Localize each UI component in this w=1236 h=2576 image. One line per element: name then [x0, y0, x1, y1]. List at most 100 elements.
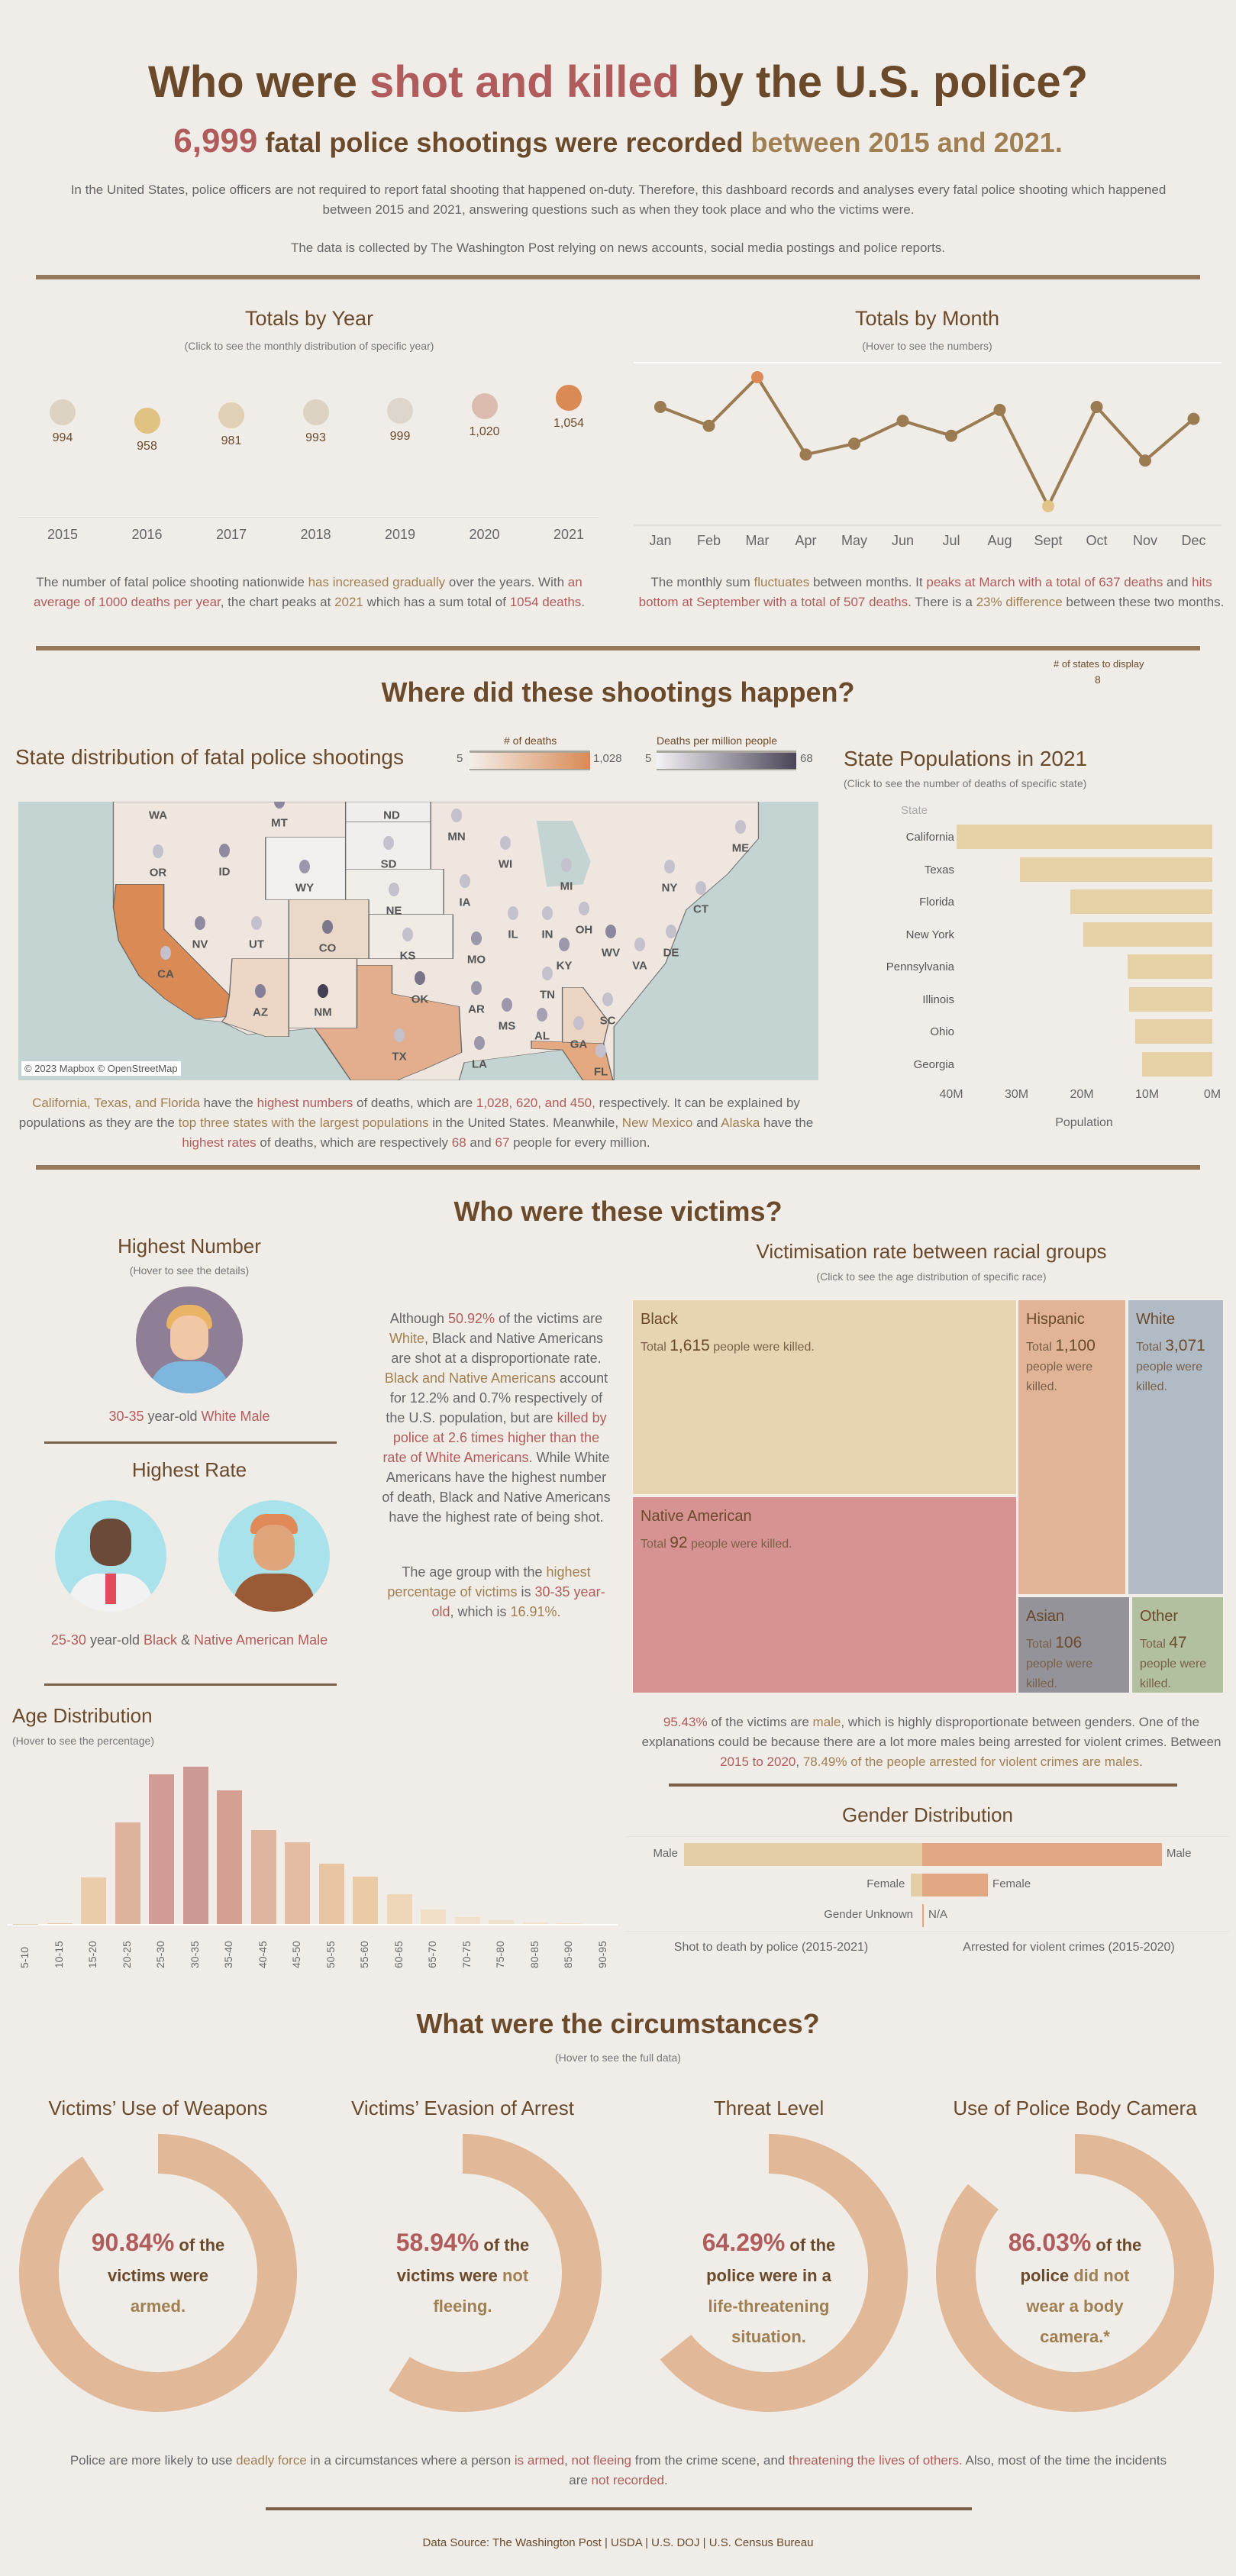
state-rate-dot[interactable] — [471, 931, 482, 945]
avatar-native-american-male[interactable] — [218, 1500, 330, 1612]
gender-bar-shot[interactable] — [911, 1874, 922, 1896]
year-label[interactable]: 2017 — [215, 527, 247, 542]
donut-chart[interactable] — [324, 2134, 602, 2412]
year-label[interactable]: 2015 — [47, 527, 79, 542]
month-point[interactable] — [654, 401, 666, 413]
avatar-black-male[interactable] — [55, 1500, 166, 1612]
state-rate-dot[interactable] — [595, 1044, 606, 1057]
state-rate-dot[interactable] — [502, 998, 512, 1012]
age-bar[interactable] — [182, 1767, 208, 1924]
state-rate-dot[interactable] — [460, 874, 470, 888]
state-ca[interactable] — [112, 884, 231, 1020]
donut-chart[interactable] — [19, 2134, 297, 2412]
donut-chart[interactable] — [630, 2134, 908, 2412]
pop-bar[interactable] — [1129, 986, 1212, 1012]
state-rate-dot[interactable] — [537, 1008, 547, 1022]
age-bar[interactable] — [149, 1774, 174, 1924]
state-ga[interactable] — [561, 987, 610, 1044]
pop-bar[interactable] — [956, 825, 1212, 849]
donut-arc[interactable] — [19, 2134, 297, 2412]
age-bar[interactable] — [81, 1877, 106, 1924]
states-display-value[interactable]: 8 — [1095, 673, 1101, 686]
year-label[interactable]: 2020 — [469, 527, 500, 542]
month-point[interactable] — [751, 371, 763, 383]
month-point[interactable] — [1042, 500, 1054, 512]
state-rate-dot[interactable] — [402, 928, 413, 941]
age-bar-chart[interactable]: 5-10 10-15 15-20 20-25 25-30 30-35 35-40 40-45 4… — [8, 1756, 618, 1970]
donut-arc[interactable] — [660, 2134, 908, 2412]
state-rate-dot[interactable] — [573, 1016, 584, 1030]
pop-bar[interactable] — [1070, 889, 1212, 914]
pop-state-label[interactable]: Georgia — [913, 1057, 954, 1071]
pop-bar-chart[interactable]: California Texas Florida New York Pennsylvan… — [832, 825, 1229, 1130]
pop-state-label[interactable]: Ohio — [930, 1025, 954, 1038]
month-point[interactable] — [896, 415, 909, 428]
pop-state-label[interactable]: Pennsylvania — [886, 960, 954, 973]
state-rate-dot[interactable] — [508, 906, 518, 920]
month-point[interactable] — [1139, 454, 1151, 467]
age-bar[interactable] — [557, 1923, 582, 1924]
avatar-white-male[interactable] — [136, 1286, 243, 1393]
month-point[interactable] — [993, 403, 1006, 416]
month-point[interactable] — [848, 437, 860, 450]
state-rate-dot[interactable] — [471, 981, 482, 995]
age-bar[interactable] — [489, 1920, 514, 1924]
month-point[interactable] — [1187, 412, 1200, 425]
state-rate-dot[interactable] — [500, 836, 511, 850]
pop-state-label[interactable]: Texas — [924, 863, 954, 876]
state-rate-dot[interactable] — [160, 946, 171, 960]
age-bar[interactable] — [250, 1829, 276, 1924]
pop-state-label[interactable]: Illinois — [922, 993, 954, 1006]
donut-arc[interactable] — [389, 2134, 602, 2412]
age-bar[interactable] — [421, 1909, 446, 1924]
race-tile-hispanic[interactable]: Hispanic Total 1,100 people were killed. — [1018, 1299, 1126, 1595]
map-attribution[interactable]: © 2023 Mapbox © OpenStreetMap — [21, 1061, 181, 1076]
pop-state-label[interactable]: New York — [905, 928, 954, 941]
state-rate-dot[interactable] — [664, 860, 675, 873]
state-rate-dot[interactable] — [383, 836, 394, 850]
gender-bar-arrested[interactable] — [922, 1904, 924, 1927]
age-bar[interactable] — [522, 1922, 548, 1924]
age-bar[interactable] — [115, 1822, 140, 1924]
state-rate-dot[interactable] — [322, 920, 333, 934]
state-rate-dot[interactable] — [451, 809, 462, 822]
state-rate-dot[interactable] — [318, 984, 328, 998]
state-tx[interactable] — [314, 965, 463, 1080]
pop-bar[interactable] — [1127, 954, 1212, 979]
donut-arc[interactable] — [936, 2134, 1214, 2412]
pop-bar[interactable] — [1135, 1019, 1212, 1044]
age-bar[interactable] — [47, 1923, 73, 1924]
pop-state-label[interactable]: California — [905, 831, 954, 844]
month-point[interactable] — [702, 419, 715, 432]
year-label[interactable]: 2018 — [300, 527, 331, 542]
year-label[interactable]: 2016 — [131, 527, 163, 542]
state-rate-dot[interactable] — [219, 844, 230, 857]
state-rate-dot[interactable] — [153, 844, 163, 858]
year-circle[interactable] — [556, 385, 582, 411]
state-az[interactable] — [221, 958, 289, 1037]
age-bar[interactable] — [353, 1876, 378, 1924]
state-rate-dot[interactable] — [299, 860, 310, 873]
year-circle[interactable] — [134, 408, 160, 434]
race-tile-white[interactable]: White Total 3,071 people were killed. — [1128, 1299, 1224, 1595]
age-bar[interactable] — [285, 1842, 310, 1924]
year-circle[interactable] — [218, 402, 244, 428]
gender-bar-chart[interactable]: Male Male Female Female Gender Unknown N/A — [626, 1836, 1229, 1932]
year-circle[interactable] — [302, 399, 329, 426]
donut-chart[interactable] — [936, 2134, 1214, 2412]
state-rate-dot[interactable] — [274, 802, 285, 809]
month-point[interactable] — [799, 448, 812, 461]
state-rate-dot[interactable] — [251, 916, 262, 930]
race-tile-asian[interactable]: Asian Total 106 people were killed. — [1018, 1596, 1130, 1693]
race-tile-other[interactable]: Other Total 47 people were killed. — [1131, 1596, 1224, 1693]
month-point[interactable] — [1090, 401, 1103, 413]
state-rate-dot[interactable] — [542, 906, 553, 920]
pop-bar[interactable] — [1083, 922, 1212, 947]
state-rate-dot[interactable] — [394, 1028, 405, 1042]
state-rate-dot[interactable] — [666, 925, 676, 938]
race-treemap[interactable]: Black Total 1,615 people were killed. Nati… — [632, 1299, 1224, 1693]
state-rate-dot[interactable] — [735, 820, 746, 834]
gender-bar-arrested[interactable] — [922, 1874, 989, 1896]
year-circle[interactable] — [471, 392, 498, 419]
state-rate-dot[interactable] — [474, 1036, 485, 1050]
